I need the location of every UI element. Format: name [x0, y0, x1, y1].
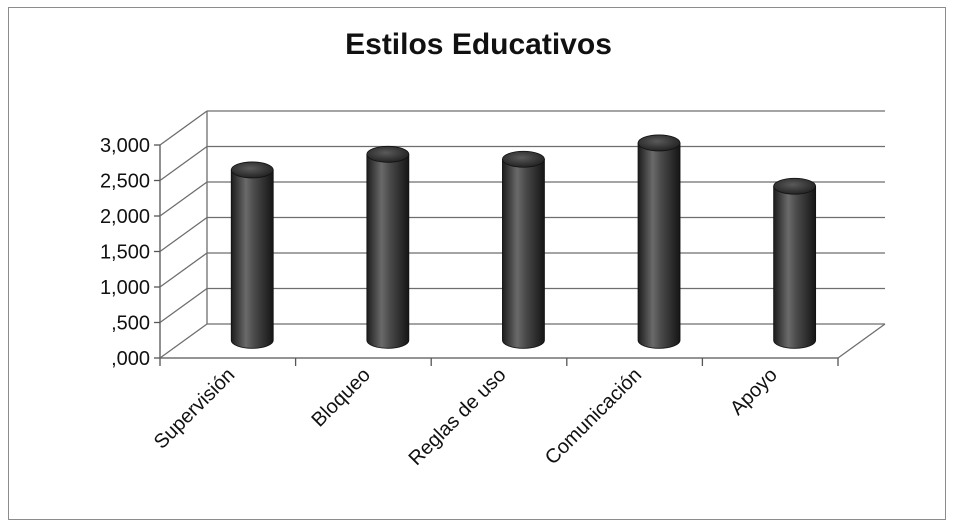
bar	[637, 134, 681, 349]
gridline-side	[159, 216, 208, 253]
bar	[502, 150, 545, 349]
y-tick-label: 3,000	[100, 135, 150, 157]
y-tick-label: 1,000	[100, 277, 150, 299]
gridline-side	[159, 252, 208, 288]
bar-body	[502, 158, 545, 349]
x-tick-label: Supervisión	[150, 364, 239, 453]
gridline-side	[159, 181, 208, 217]
y-tick-label: 2,500	[100, 171, 150, 193]
y-tick-label: 2,000	[100, 206, 150, 228]
bar-cap	[637, 134, 681, 152]
x-tick-label: Reglas de uso	[405, 364, 511, 470]
chart-title: Estilos Educativos	[345, 28, 612, 61]
bar-cap	[502, 150, 545, 168]
bar-cap	[230, 161, 274, 179]
gridline-side	[159, 323, 208, 359]
gridline-side	[159, 110, 208, 146]
x-tick-label: Apoyo	[726, 364, 782, 420]
y-tick-label: ,000	[111, 348, 150, 370]
gridline-side	[159, 145, 208, 182]
bar-cap	[773, 177, 817, 195]
y-tick-label: ,500	[111, 313, 150, 335]
bar	[230, 161, 274, 349]
x-tick-label: Comunicación	[541, 364, 646, 469]
bar-body	[230, 169, 274, 349]
bar	[366, 145, 410, 349]
gridline-side	[159, 287, 208, 324]
x-tick-label: Bloqueo	[307, 364, 374, 431]
bar-body	[773, 185, 817, 349]
bar-cap	[366, 145, 410, 163]
y-tick-label: 1,500	[100, 242, 150, 264]
bar-body	[366, 153, 410, 349]
bar-body	[637, 142, 681, 349]
bar	[773, 177, 817, 349]
floor-edge	[837, 323, 886, 359]
